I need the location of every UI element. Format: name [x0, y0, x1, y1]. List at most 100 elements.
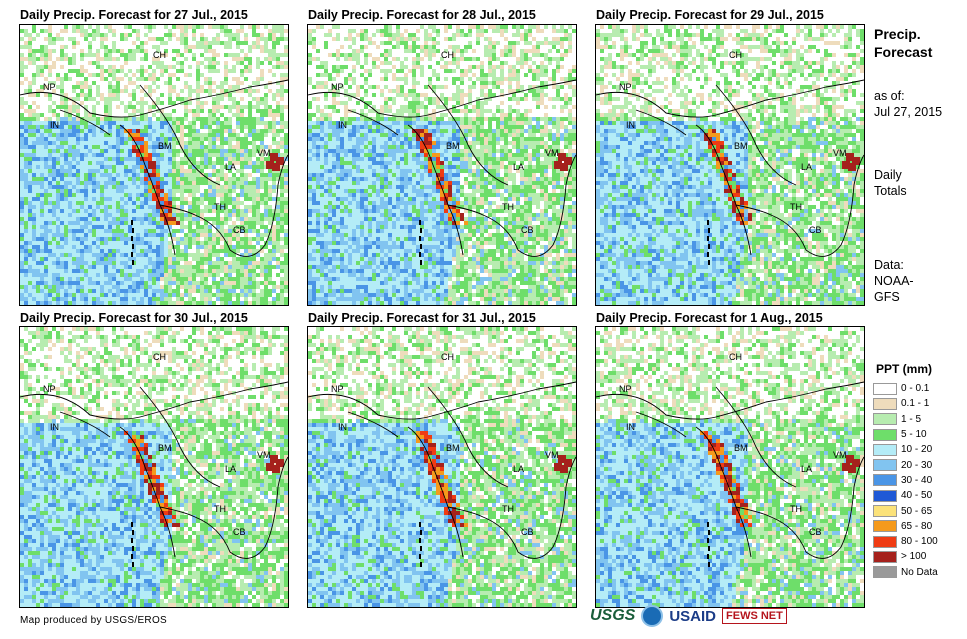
country-label-np: NP	[619, 384, 632, 394]
country-label-la: LA	[801, 162, 812, 172]
country-label-ch: CH	[153, 352, 166, 362]
legend-item: 40 - 50	[873, 488, 938, 503]
country-label-bm: BM	[734, 141, 748, 151]
legend-label: 65 - 80	[901, 521, 932, 532]
country-label-np: NP	[43, 82, 56, 92]
forecast-map-6: CH NP IN BM LA VM TH CB	[595, 326, 865, 608]
legend-item: 10 - 20	[873, 442, 938, 457]
country-label-la: LA	[801, 464, 812, 474]
legend-item: 30 - 40	[873, 473, 938, 488]
country-label-vm: VM	[257, 148, 271, 158]
usaid-logo: USAID	[669, 608, 716, 625]
country-borders	[20, 79, 288, 257]
data-source-line2: GFS	[874, 289, 900, 305]
map-credit: Map produced by USGS/EROS	[20, 615, 167, 626]
legend-label: No Data	[901, 567, 938, 578]
country-label-ch: CH	[729, 50, 742, 60]
country-label-ch: CH	[441, 352, 454, 362]
panel-title-4: Daily Precip. Forecast for 30 Jul., 2015	[20, 311, 248, 325]
legend-label: 40 - 50	[901, 490, 932, 501]
legend-item: 0.1 - 1	[873, 396, 938, 411]
legend-label: 10 - 20	[901, 444, 932, 455]
forecast-map-4: CH NP IN BM LA VM TH CB	[19, 326, 289, 608]
country-label-vm: VM	[545, 148, 559, 158]
country-label-th: TH	[790, 202, 802, 212]
country-label-th: TH	[214, 202, 226, 212]
legend-swatch	[873, 382, 897, 395]
legend-swatch	[873, 566, 897, 579]
country-label-np: NP	[331, 384, 344, 394]
asof-date: Jul 27, 2015	[874, 104, 942, 120]
legend-item: 20 - 30	[873, 457, 938, 472]
legend-title: PPT (mm)	[876, 362, 932, 376]
country-label-la: LA	[225, 464, 236, 474]
data-label: Data:	[874, 257, 904, 273]
legend-swatch	[873, 535, 897, 548]
legend-label: 80 - 100	[901, 536, 938, 547]
legend-swatch	[873, 428, 897, 441]
legend-swatch	[873, 505, 897, 518]
country-label-ch: CH	[729, 352, 742, 362]
country-label-vm: VM	[257, 450, 271, 460]
legend-item: No Data	[873, 565, 938, 580]
legend-label: 1 - 5	[901, 414, 921, 425]
country-label-cb: CB	[521, 225, 534, 235]
legend-label: 20 - 30	[901, 460, 932, 471]
country-label-in: IN	[50, 120, 59, 130]
legend-swatch	[873, 397, 897, 410]
country-label-th: TH	[790, 504, 802, 514]
forecast-map-2: CH NP IN BM LA VM TH CB	[307, 24, 577, 306]
legend-label: 0.1 - 1	[901, 398, 929, 409]
asof-label: as of:	[874, 88, 905, 104]
legend-label: 5 - 10	[901, 429, 927, 440]
country-label-bm: BM	[446, 443, 460, 453]
country-label-in: IN	[338, 120, 347, 130]
panel-title-3: Daily Precip. Forecast for 29 Jul., 2015	[596, 8, 824, 22]
legend-swatch	[873, 489, 897, 502]
usgs-logo: USGS	[590, 607, 635, 625]
country-label-in: IN	[338, 422, 347, 432]
country-label-cb: CB	[233, 225, 246, 235]
noaa-logo-icon	[641, 605, 664, 627]
legend-swatch	[873, 443, 897, 456]
country-borders	[596, 381, 864, 559]
legend-item: 50 - 65	[873, 503, 938, 518]
legend-item: 5 - 10	[873, 427, 938, 442]
legend-swatch	[873, 413, 897, 426]
country-label-cb: CB	[809, 225, 822, 235]
legend-label: 30 - 40	[901, 475, 932, 486]
totals-label: Totals	[874, 183, 907, 199]
forecast-map-5: CH NP IN BM LA VM TH CB	[307, 326, 577, 608]
country-label-bm: BM	[158, 443, 172, 453]
legend-item: 80 - 100	[873, 534, 938, 549]
fews-net-logo: FEWS NET	[722, 608, 787, 624]
agency-logos: USGS USAID FEWS NET	[590, 605, 787, 627]
country-label-th: TH	[214, 504, 226, 514]
country-label-np: NP	[43, 384, 56, 394]
country-label-in: IN	[626, 120, 635, 130]
legend-item: 1 - 5	[873, 412, 938, 427]
legend-label: > 100	[901, 551, 926, 562]
country-label-bm: BM	[158, 141, 172, 151]
legend-swatch	[873, 550, 897, 563]
country-label-th: TH	[502, 504, 514, 514]
panel-title-5: Daily Precip. Forecast for 31 Jul., 2015	[308, 311, 536, 325]
forecast-map-3: CH NP IN BM LA VM TH CB	[595, 24, 865, 306]
data-source-line1: NOAA-	[874, 273, 914, 289]
country-label-bm: BM	[734, 443, 748, 453]
country-label-ch: CH	[441, 50, 454, 60]
country-label-in: IN	[626, 422, 635, 432]
side-heading-line1: Precip.	[874, 26, 921, 43]
legend-swatch	[873, 520, 897, 533]
legend-item: 0 - 0.1	[873, 381, 938, 396]
country-label-la: LA	[225, 162, 236, 172]
country-borders	[308, 381, 576, 559]
legend-swatch	[873, 474, 897, 487]
country-label-ch: CH	[153, 50, 166, 60]
legend-item: 65 - 80	[873, 519, 938, 534]
legend-label: 50 - 65	[901, 506, 932, 517]
country-label-cb: CB	[809, 527, 822, 537]
country-label-np: NP	[619, 82, 632, 92]
panel-title-6: Daily Precip. Forecast for 1 Aug., 2015	[596, 311, 823, 325]
country-borders	[20, 381, 288, 559]
